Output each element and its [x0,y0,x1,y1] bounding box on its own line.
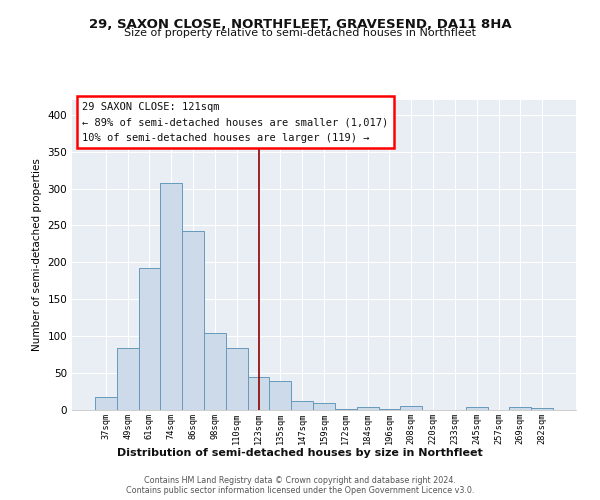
Bar [291,401,313,410]
Bar [466,407,488,410]
Bar [400,406,422,410]
Text: Contains HM Land Registry data © Crown copyright and database right 2024.: Contains HM Land Registry data © Crown c… [144,476,456,485]
Bar [117,348,139,410]
Bar [269,381,291,410]
Text: Distribution of semi-detached houses by size in Northfleet: Distribution of semi-detached houses by … [117,448,483,458]
Bar [204,333,226,410]
Y-axis label: Number of semi-detached properties: Number of semi-detached properties [32,158,42,352]
Bar [95,396,117,410]
Bar [531,408,553,410]
Bar [313,402,335,410]
Text: Size of property relative to semi-detached houses in Northfleet: Size of property relative to semi-detach… [124,28,476,38]
Bar [509,407,531,410]
Bar [139,268,160,410]
Text: 29 SAXON CLOSE: 121sqm
← 89% of semi-detached houses are smaller (1,017)
10% of : 29 SAXON CLOSE: 121sqm ← 89% of semi-det… [82,102,388,143]
Bar [248,377,269,410]
Bar [226,348,248,410]
Bar [160,184,182,410]
Text: 29, SAXON CLOSE, NORTHFLEET, GRAVESEND, DA11 8HA: 29, SAXON CLOSE, NORTHFLEET, GRAVESEND, … [89,18,511,30]
Text: Contains public sector information licensed under the Open Government Licence v3: Contains public sector information licen… [126,486,474,495]
Bar [379,408,400,410]
Bar [357,407,379,410]
Bar [182,230,204,410]
